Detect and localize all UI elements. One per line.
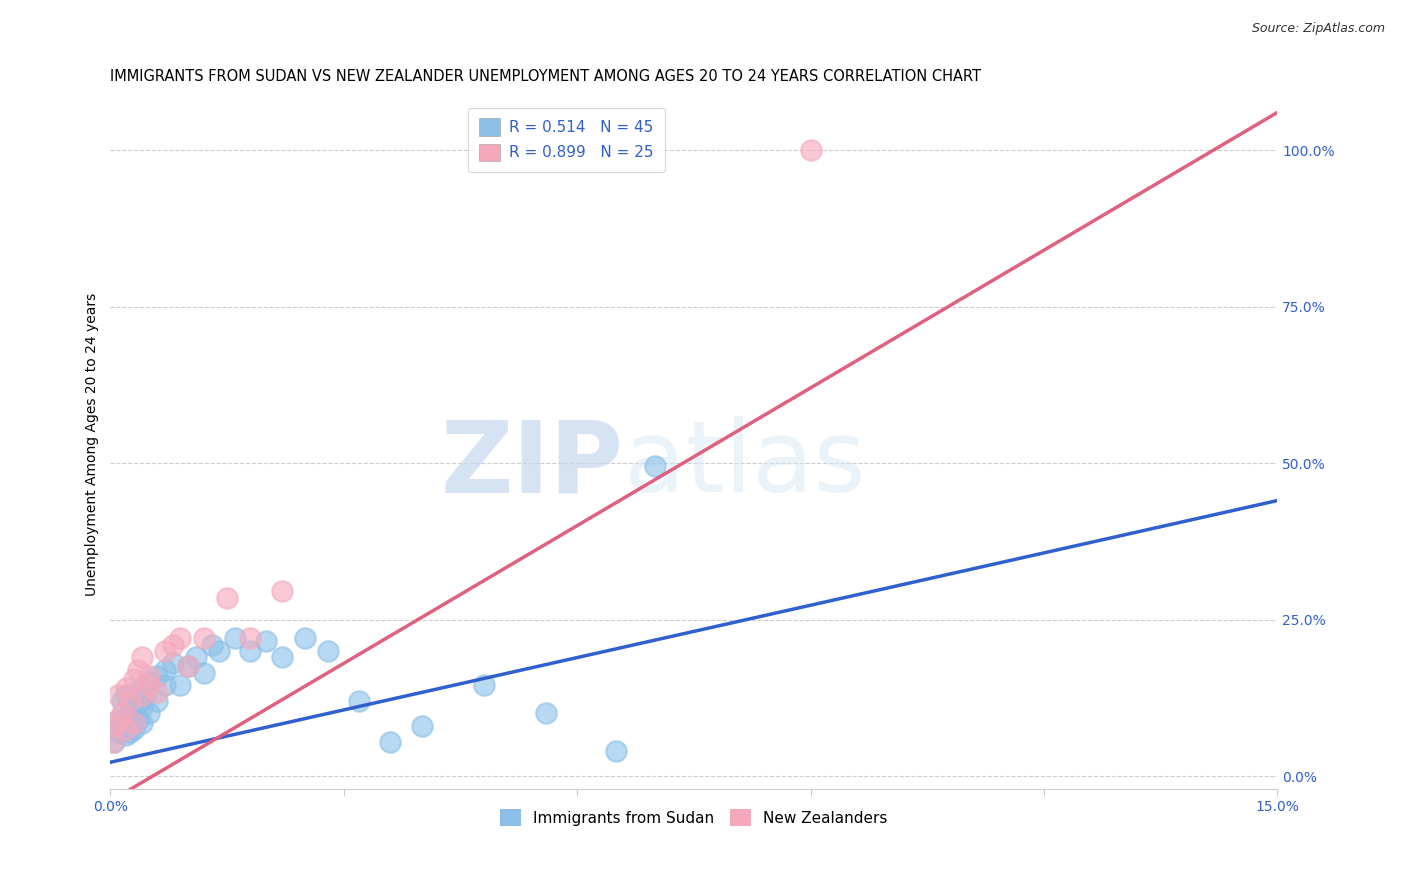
Point bbox=[644, 459, 666, 474]
Point bbox=[193, 665, 215, 680]
Point bbox=[169, 678, 191, 692]
Point bbox=[224, 632, 246, 646]
Point bbox=[122, 688, 145, 702]
Point bbox=[138, 678, 160, 692]
Point bbox=[254, 634, 277, 648]
Point bbox=[270, 584, 292, 599]
Point bbox=[115, 681, 138, 696]
Point bbox=[217, 591, 239, 605]
Point bbox=[193, 632, 215, 646]
Point bbox=[294, 632, 316, 646]
Point bbox=[115, 722, 138, 736]
Point bbox=[177, 659, 200, 673]
Point bbox=[107, 713, 129, 727]
Point bbox=[472, 678, 495, 692]
Point bbox=[153, 644, 176, 658]
Point bbox=[162, 638, 184, 652]
Point bbox=[122, 722, 145, 736]
Point bbox=[107, 688, 129, 702]
Point bbox=[316, 644, 339, 658]
Point bbox=[127, 713, 149, 727]
Point bbox=[111, 706, 134, 721]
Point bbox=[118, 706, 141, 721]
Point bbox=[138, 669, 160, 683]
Point bbox=[131, 681, 153, 696]
Point bbox=[270, 650, 292, 665]
Point bbox=[118, 694, 141, 708]
Point bbox=[127, 663, 149, 677]
Point bbox=[111, 694, 134, 708]
Point bbox=[107, 725, 129, 739]
Point bbox=[138, 706, 160, 721]
Point bbox=[131, 715, 153, 730]
Point bbox=[103, 734, 125, 748]
Point bbox=[134, 688, 156, 702]
Point bbox=[799, 143, 821, 157]
Text: ZIP: ZIP bbox=[441, 417, 624, 514]
Point bbox=[122, 706, 145, 721]
Point bbox=[115, 713, 138, 727]
Point bbox=[146, 669, 169, 683]
Point bbox=[169, 632, 191, 646]
Legend: Immigrants from Sudan, New Zealanders: Immigrants from Sudan, New Zealanders bbox=[494, 803, 894, 832]
Point bbox=[146, 684, 169, 698]
Point bbox=[115, 688, 138, 702]
Y-axis label: Unemployment Among Ages 20 to 24 years: Unemployment Among Ages 20 to 24 years bbox=[86, 293, 100, 596]
Point bbox=[184, 650, 207, 665]
Point bbox=[153, 663, 176, 677]
Point bbox=[127, 697, 149, 711]
Point bbox=[153, 678, 176, 692]
Point bbox=[605, 744, 627, 758]
Point bbox=[349, 694, 371, 708]
Point bbox=[200, 638, 222, 652]
Point bbox=[239, 644, 262, 658]
Point bbox=[177, 659, 200, 673]
Point bbox=[122, 715, 145, 730]
Point bbox=[239, 632, 262, 646]
Point bbox=[146, 694, 169, 708]
Point bbox=[162, 657, 184, 671]
Text: IMMIGRANTS FROM SUDAN VS NEW ZEALANDER UNEMPLOYMENT AMONG AGES 20 TO 24 YEARS CO: IMMIGRANTS FROM SUDAN VS NEW ZEALANDER U… bbox=[111, 69, 981, 84]
Point bbox=[103, 719, 125, 733]
Point bbox=[534, 706, 557, 721]
Point bbox=[111, 719, 134, 733]
Point bbox=[101, 734, 124, 748]
Text: atlas: atlas bbox=[624, 417, 866, 514]
Point bbox=[131, 650, 153, 665]
Point bbox=[131, 700, 153, 714]
Point bbox=[138, 675, 160, 690]
Point bbox=[122, 672, 145, 686]
Point bbox=[411, 719, 433, 733]
Point bbox=[118, 725, 141, 739]
Point bbox=[208, 644, 231, 658]
Point bbox=[107, 713, 129, 727]
Point bbox=[131, 688, 153, 702]
Point bbox=[115, 728, 138, 742]
Text: Source: ZipAtlas.com: Source: ZipAtlas.com bbox=[1251, 22, 1385, 36]
Point bbox=[380, 734, 402, 748]
